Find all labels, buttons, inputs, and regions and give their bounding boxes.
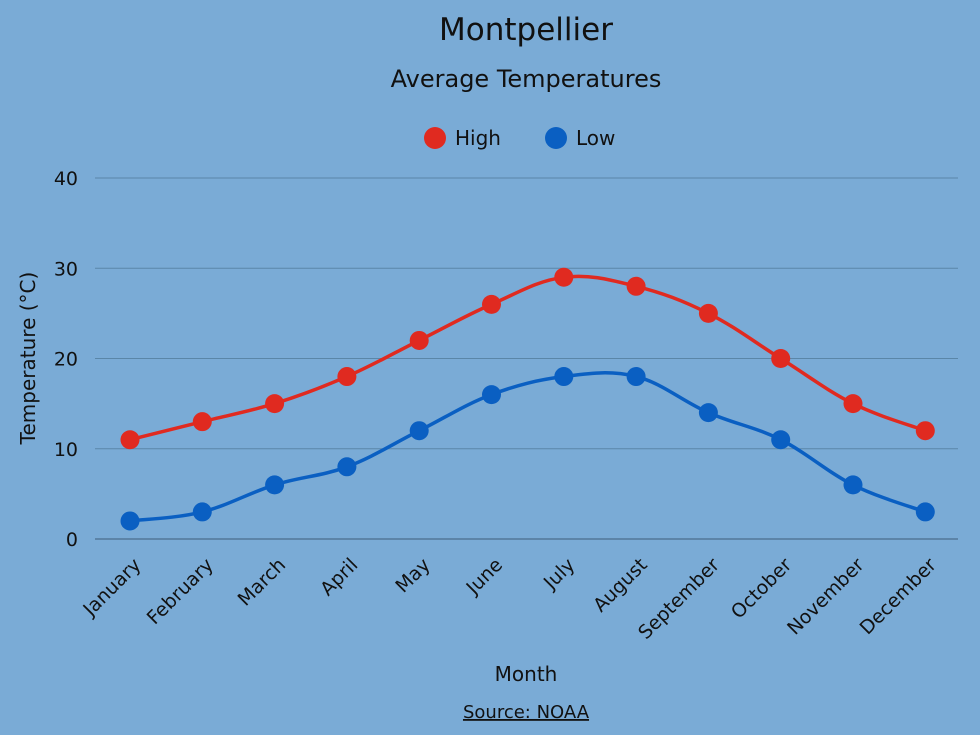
y-axis-label: Temperature (°C) [16, 272, 40, 446]
x-tick-label: March [234, 554, 291, 611]
data-point-high[interactable] [698, 303, 718, 323]
y-tick-label: 10 [54, 439, 78, 461]
data-point-high[interactable] [482, 294, 501, 314]
chart-subtitle: Average Temperatures [391, 65, 662, 93]
legend: High Low [424, 126, 615, 150]
chart-title: Montpellier [439, 12, 613, 48]
data-point-low[interactable] [482, 385, 501, 405]
data-point-low[interactable] [771, 430, 791, 450]
gridlines [95, 177, 958, 540]
data-point-high[interactable] [265, 394, 285, 414]
legend-marker-low [545, 127, 567, 149]
x-tick-label: December [856, 554, 941, 639]
x-tick-label: May [391, 554, 434, 597]
data-point-high[interactable] [626, 276, 646, 296]
x-axis-label: Month [495, 662, 558, 686]
data-point-low[interactable] [337, 457, 357, 477]
x-tick-label: November [783, 554, 869, 640]
data-point-low[interactable] [626, 367, 646, 387]
y-tick-label: 30 [54, 258, 78, 280]
data-point-high[interactable] [192, 412, 212, 432]
y-tick-label: 40 [54, 168, 78, 190]
data-point-low[interactable] [698, 403, 718, 423]
data-point-low[interactable] [554, 367, 574, 387]
data-point-low[interactable] [915, 502, 935, 522]
series-line-low [128, 371, 928, 523]
y-tick-label: 0 [66, 529, 78, 551]
legend-marker-high [424, 127, 446, 149]
x-tick-label: January [78, 554, 145, 621]
x-tick-label: February [143, 554, 218, 629]
data-point-high[interactable] [771, 349, 791, 368]
data-point-low[interactable] [192, 502, 212, 522]
series-layer [120, 267, 935, 531]
data-point-high[interactable] [409, 330, 429, 350]
data-point-high[interactable] [554, 267, 574, 287]
data-point-high[interactable] [915, 421, 935, 441]
x-tick-label: July [539, 554, 579, 594]
x-tick-label: June [462, 554, 508, 600]
data-point-low[interactable] [409, 421, 429, 441]
data-point-high[interactable] [337, 367, 357, 387]
y-axis-ticks: 0 10 20 30 40 [54, 168, 78, 551]
legend-label-high: High [455, 126, 501, 150]
legend-item-high[interactable]: High [424, 126, 501, 150]
source-link[interactable]: Source: NOAA [463, 702, 590, 723]
data-point-low[interactable] [120, 511, 140, 531]
data-point-high[interactable] [843, 394, 863, 414]
data-point-low[interactable] [265, 475, 285, 495]
data-point-low[interactable] [843, 475, 863, 495]
legend-label-low: Low [576, 126, 615, 150]
x-tick-label: October [727, 554, 796, 623]
x-tick-label: April [316, 554, 362, 600]
y-tick-label: 20 [54, 349, 78, 371]
legend-item-low[interactable]: Low [545, 126, 615, 150]
data-point-high[interactable] [120, 430, 140, 450]
x-tick-label: August [589, 554, 652, 617]
